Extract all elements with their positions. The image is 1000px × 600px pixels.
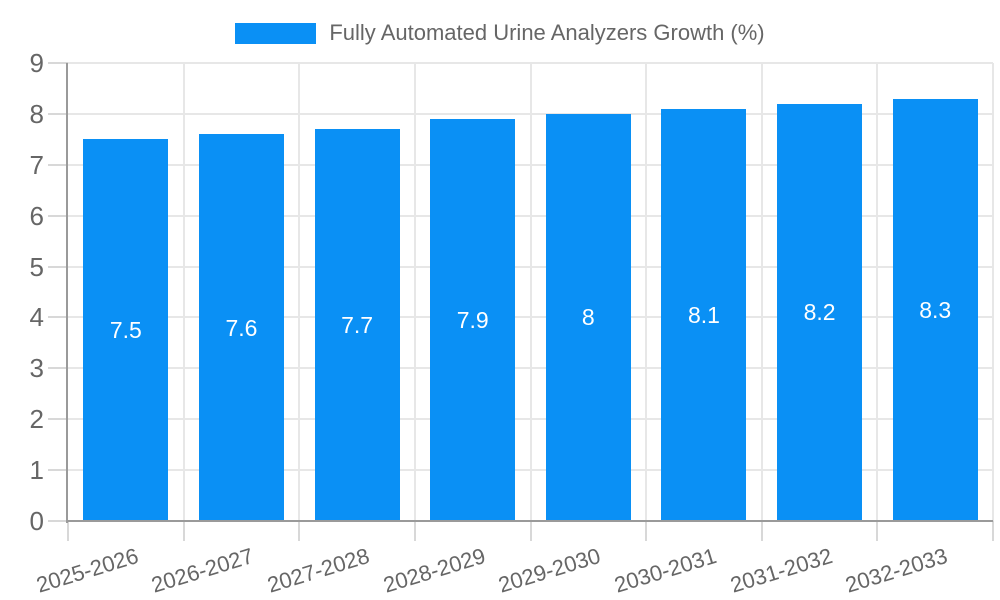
y-axis-tick — [48, 214, 68, 217]
x-axis-tick — [298, 521, 301, 541]
bar-2031-2032[interactable]: 8.2 — [777, 103, 863, 521]
y-tick-label: 6 — [29, 200, 44, 231]
x-axis-tick — [413, 521, 416, 541]
bar-value-label: 7.9 — [456, 306, 489, 333]
bar-value-label: 7.7 — [341, 312, 374, 339]
y-tick-label: 4 — [29, 302, 44, 333]
y-axis-line — [66, 63, 68, 523]
bar-value-label: 7.6 — [225, 314, 258, 341]
bar-2029-2030[interactable]: 8 — [545, 113, 631, 521]
bar-value-label: 8.1 — [687, 301, 720, 328]
bar-value-label: 7.5 — [109, 317, 142, 344]
legend[interactable]: Fully Automated Urine Analyzers Growth (… — [0, 20, 1000, 46]
x-axis-tick — [182, 521, 185, 541]
x-axis-line — [68, 520, 993, 522]
y-tick-label: 2 — [29, 404, 44, 435]
y-tick-label: 3 — [29, 353, 44, 384]
y-tick-label: 1 — [29, 455, 44, 486]
y-tick-label: 7 — [29, 149, 44, 180]
x-axis-tick — [529, 521, 532, 541]
gridline-vertical — [529, 63, 532, 521]
gridline-vertical — [182, 63, 185, 521]
y-axis-tick — [48, 418, 68, 421]
gridline-vertical — [992, 63, 994, 521]
bar-2027-2028[interactable]: 7.7 — [314, 129, 400, 521]
y-tick-label: 0 — [29, 506, 44, 536]
y-axis-tick — [48, 62, 68, 64]
gridline-vertical — [298, 63, 301, 521]
bar-2030-2031[interactable]: 8.1 — [661, 108, 747, 521]
bar-2026-2027[interactable]: 7.6 — [198, 134, 284, 521]
y-tick-label: 9 — [29, 48, 44, 78]
y-axis-tick — [48, 469, 68, 472]
x-axis-tick — [645, 521, 648, 541]
x-axis-tick — [876, 521, 879, 541]
gridline-vertical — [876, 63, 879, 521]
y-axis-tick — [48, 112, 68, 115]
y-axis-tick — [48, 265, 68, 268]
gridline-vertical — [645, 63, 648, 521]
bar-2025-2026[interactable]: 7.5 — [83, 139, 169, 521]
y-axis-tick — [48, 163, 68, 166]
y-axis-tick — [48, 316, 68, 319]
gridline-vertical — [760, 63, 763, 521]
x-axis-tick — [760, 521, 763, 541]
x-axis-tick — [67, 521, 69, 541]
legend-swatch-icon — [235, 22, 317, 44]
bar-value-label: 8.3 — [919, 296, 952, 323]
bar-value-label: 8 — [581, 304, 595, 331]
y-axis-tick — [48, 367, 68, 370]
bar-value-label: 8.2 — [803, 299, 836, 326]
gridline-vertical — [413, 63, 416, 521]
y-axis-tick — [48, 520, 68, 522]
bar-2032-2033[interactable]: 8.3 — [892, 98, 978, 521]
y-tick-label: 5 — [29, 251, 44, 282]
bar-2028-2029[interactable]: 7.9 — [430, 118, 516, 521]
x-axis-tick — [992, 521, 994, 541]
legend-label: Fully Automated Urine Analyzers Growth (… — [329, 20, 765, 45]
y-tick-label: 8 — [29, 98, 44, 129]
